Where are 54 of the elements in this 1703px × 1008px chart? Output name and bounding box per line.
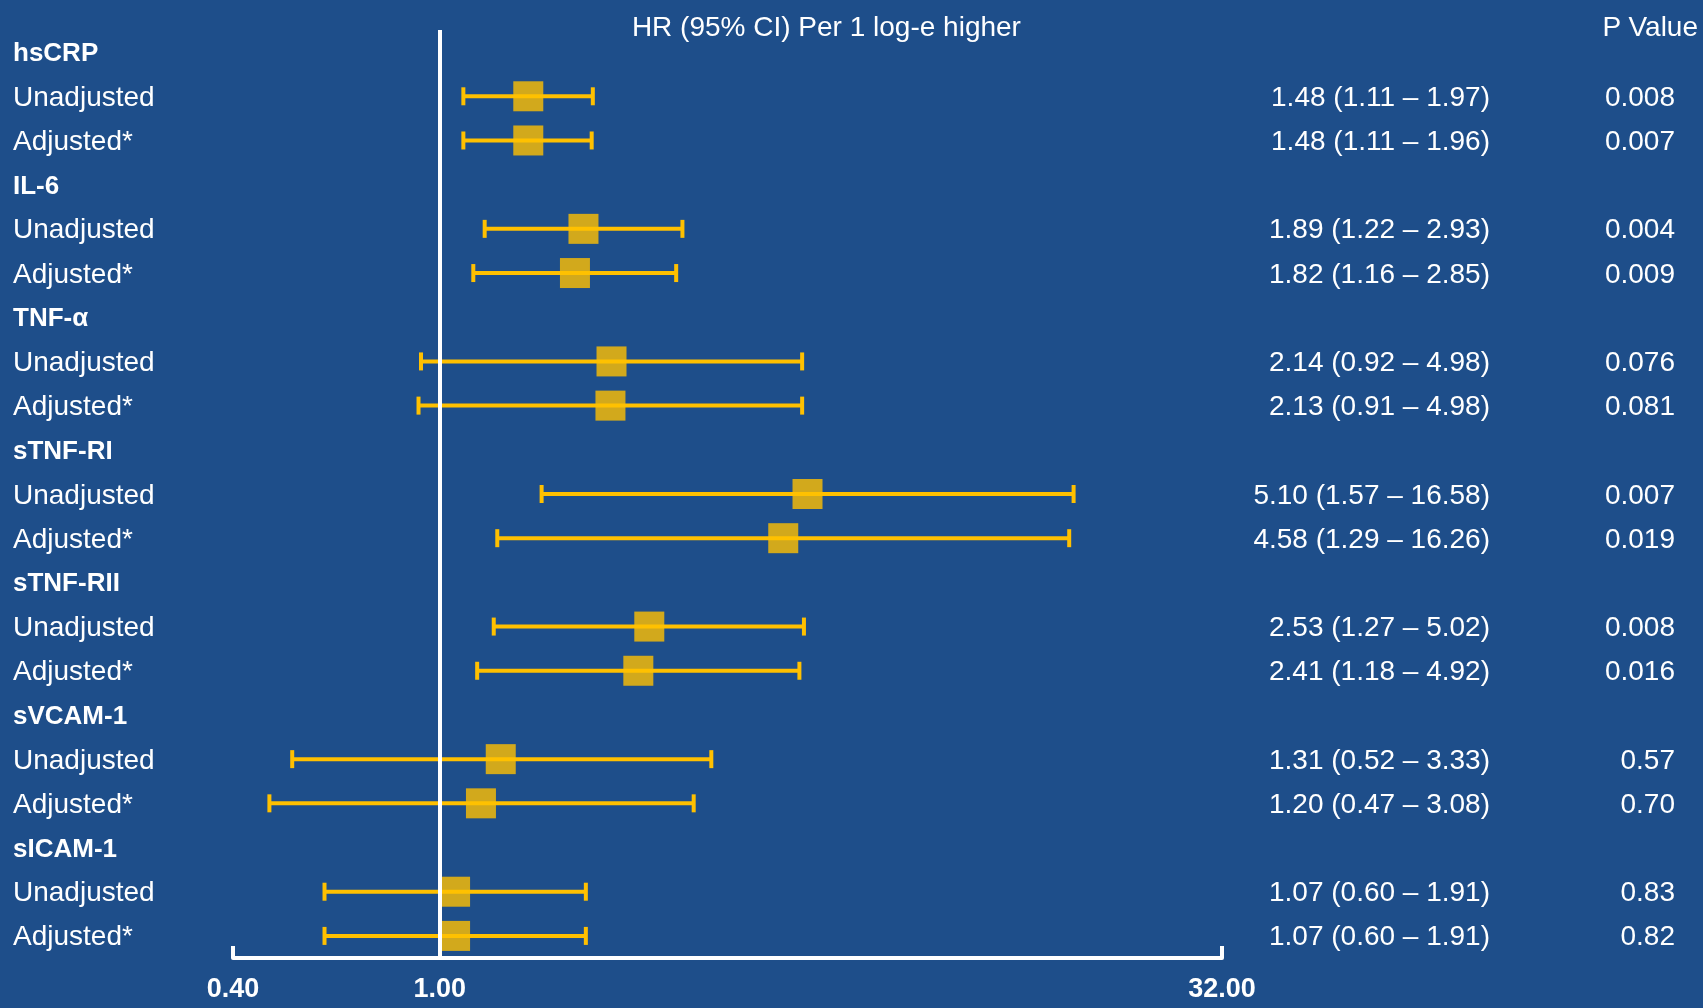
data-label: 4.58 (1.29 – 16.26) [1253, 522, 1490, 554]
data-label: 2.14 (0.92 – 4.98) [1268, 345, 1490, 377]
y-tick-label: Adjusted* [13, 655, 133, 687]
y-tick-label: Adjusted* [13, 390, 133, 422]
data-label: 1.48 (1.11 – 1.97) [1271, 80, 1490, 112]
data-label: 2.53 (1.27 – 5.02) [1268, 611, 1490, 643]
text: 0.82 [1620, 920, 1675, 952]
text: 0.009 [1604, 257, 1675, 289]
text: 0.019 [1604, 522, 1675, 554]
text: 0.007 [1604, 124, 1675, 156]
data-label: 1.20 (0.47 – 3.08) [1268, 787, 1490, 819]
y-tick-label: IL-6 [13, 169, 60, 200]
text: 0.016 [1604, 655, 1675, 687]
data-label: 1.07 (0.60 – 1.91) [1268, 920, 1490, 952]
y-tick-label: Unadjusted [13, 743, 155, 775]
text: 0.008 [1604, 80, 1675, 112]
y-tick-label: sICAM-1 [13, 832, 118, 863]
data-label: 1.07 (0.60 – 1.91) [1268, 876, 1490, 908]
x-tick-label: 32.00 [1188, 972, 1256, 1003]
chart-title: HR (95% CI) Per 1 log-e higher [631, 10, 1021, 42]
y-tick-label: sVCAM-1 [13, 699, 128, 730]
x-tick-label: 0.40 [206, 972, 260, 1003]
data-label: 1.48 (1.11 – 1.96) [1271, 124, 1490, 156]
y-tick-label: Adjusted* [13, 257, 133, 289]
y-tick-label: hsCRP [13, 37, 99, 68]
data-label: 2.13 (0.91 – 4.98) [1268, 390, 1490, 422]
y-tick-label: Unadjusted [13, 80, 155, 112]
x-tick-label: 1.00 [413, 972, 467, 1003]
y-tick-label: Adjusted* [13, 787, 133, 819]
text: 0.83 [1620, 876, 1675, 908]
text: 0.076 [1604, 345, 1675, 377]
data-label: 2.41 (1.18 – 4.92) [1268, 655, 1490, 687]
y-tick-label: Adjusted* [13, 124, 133, 156]
y-tick-label: Adjusted* [13, 522, 133, 554]
y-tick-label: Adjusted* [13, 920, 133, 952]
text: 0.70 [1620, 787, 1675, 819]
data-label: 5.10 (1.57 – 16.58) [1253, 478, 1490, 510]
data-label: 1.31 (0.52 – 3.33) [1268, 743, 1490, 775]
text: P Value [1602, 10, 1698, 42]
text: 0.008 [1604, 611, 1675, 643]
data-label: 1.89 (1.22 – 2.93) [1268, 213, 1490, 245]
text: 0.007 [1604, 478, 1675, 510]
data-label: 1.82 (1.16 – 2.85) [1268, 257, 1490, 289]
y-tick-label: Unadjusted [13, 478, 155, 510]
text: 0.004 [1604, 213, 1675, 245]
y-tick-label: Unadjusted [13, 611, 155, 643]
y-tick-label: TNF-α [13, 302, 89, 333]
y-tick-label: sTNF-RI [13, 434, 113, 465]
y-tick-label: Unadjusted [13, 213, 155, 245]
y-tick-label: sTNF-RII [13, 567, 120, 598]
y-tick-label: Unadjusted [13, 345, 155, 377]
y-tick-label: Unadjusted [13, 876, 155, 908]
text: 0.57 [1620, 743, 1675, 775]
text: 0.081 [1604, 390, 1675, 422]
